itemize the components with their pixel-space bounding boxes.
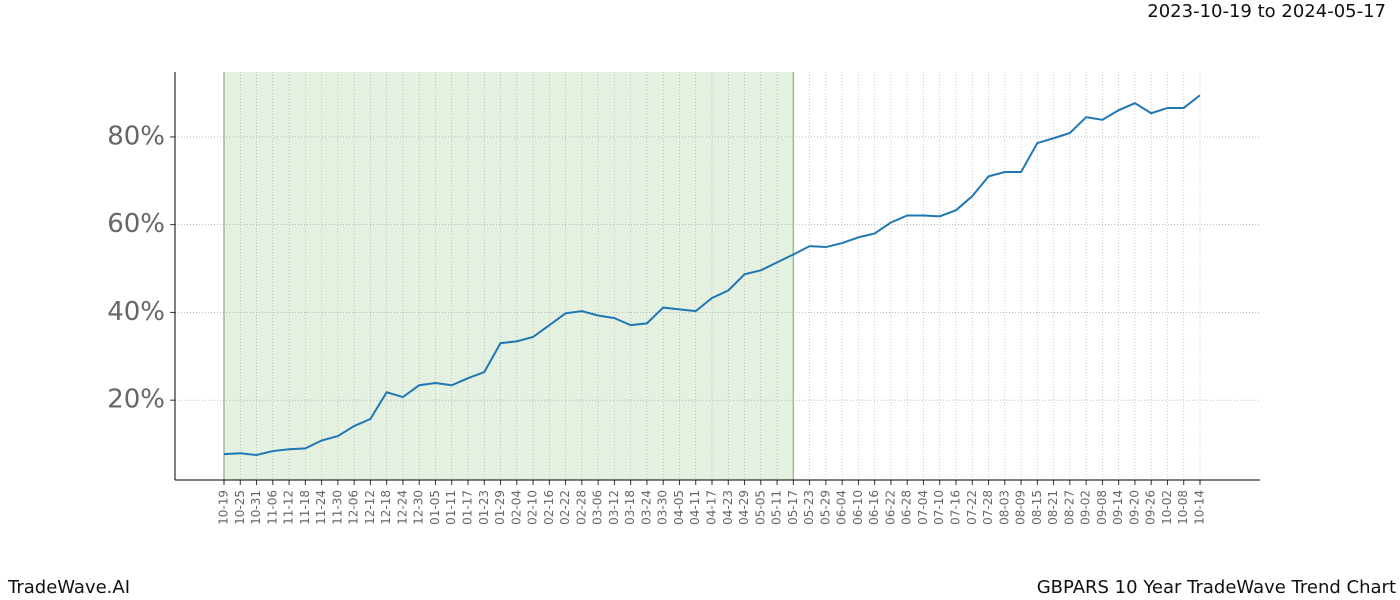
x-tick-label: 08-21	[1046, 490, 1060, 525]
x-tick-label: 06-22	[883, 490, 897, 525]
x-tick-label: 10-19	[217, 490, 231, 525]
x-tick-label: 03-06	[591, 490, 605, 525]
x-tick-label: 11-18	[298, 490, 312, 525]
x-tick-label: 03-12	[607, 490, 621, 525]
x-tick-label: 06-28	[900, 490, 914, 525]
x-tick-label: 02-04	[509, 490, 523, 525]
x-tick-label: 02-28	[574, 490, 588, 525]
line-series	[223, 94, 1201, 457]
x-tick-label: 02-10	[526, 490, 540, 525]
x-tick-label: 04-29	[737, 490, 751, 525]
x-tick-label: 07-28	[981, 490, 995, 525]
x-tick-label: 10-25	[233, 490, 247, 525]
x-tick-label: 10-02	[1160, 490, 1174, 525]
x-tick-label: 02-22	[558, 490, 572, 525]
x-tick-label: 07-16	[949, 490, 963, 525]
x-tick-label: 04-11	[688, 490, 702, 525]
x-tick-label: 05-05	[753, 490, 767, 525]
x-tick-label: 01-05	[428, 490, 442, 525]
x-tick-label: 08-09	[1014, 490, 1028, 525]
x-tick-label: 08-15	[1030, 490, 1044, 525]
x-tick-label: 06-04	[835, 490, 849, 525]
y-tick-label: 20%	[107, 385, 165, 415]
x-tick-label: 07-22	[965, 490, 979, 525]
footer-right: GBPARS 10 Year TradeWave Trend Chart	[1037, 577, 1396, 598]
x-tick-label: 01-17	[461, 490, 475, 525]
x-tick-label: 05-29	[818, 490, 832, 525]
x-tick-label: 07-04	[916, 490, 930, 525]
x-tick-label: 06-10	[851, 490, 865, 525]
x-tick-label: 06-16	[867, 490, 881, 525]
x-tick-label: 03-30	[656, 490, 670, 525]
x-tick-label: 11-30	[330, 490, 344, 525]
x-tick-label: 11-24	[314, 490, 328, 525]
x-tick-label: 12-12	[363, 490, 377, 525]
x-tick-label: 03-18	[623, 490, 637, 525]
x-tick-label: 08-27	[1062, 490, 1076, 525]
x-tick-label: 03-24	[639, 490, 653, 525]
x-tick-label: 10-08	[1176, 490, 1190, 525]
x-tick-label: 09-20	[1127, 490, 1141, 525]
x-tick-label: 12-24	[395, 490, 409, 525]
x-tick-label: 07-10	[932, 490, 946, 525]
x-tick-label: 09-02	[1079, 490, 1093, 525]
x-tick-label: 05-17	[786, 490, 800, 525]
x-tick-label: 09-14	[1111, 490, 1125, 525]
x-tick-label: 12-06	[347, 490, 361, 525]
x-tick-label: 02-16	[542, 490, 556, 525]
x-tick-label: 04-23	[721, 490, 735, 525]
y-tick-label: 40%	[107, 297, 165, 327]
shaded-range	[224, 72, 794, 480]
y-tick-label: 80%	[107, 121, 165, 151]
x-tick-label: 01-11	[444, 490, 458, 525]
x-tick-label: 11-12	[282, 490, 296, 525]
x-tick-label: 10-31	[249, 490, 263, 525]
x-tick-label: 05-23	[802, 490, 816, 525]
y-tick-label: 60%	[107, 209, 165, 239]
chart-title: 2023-10-19 to 2024-05-17	[1147, 1, 1386, 22]
x-tick-label: 09-08	[1095, 490, 1109, 525]
x-tick-label: 01-23	[477, 490, 491, 525]
x-tick-label: 01-29	[493, 490, 507, 525]
x-tick-label: 04-05	[672, 490, 686, 525]
x-tick-label: 11-06	[265, 490, 279, 525]
x-tick-label: 09-26	[1144, 490, 1158, 525]
x-tick-label: 08-03	[997, 490, 1011, 525]
x-tick-label: 12-18	[379, 490, 393, 525]
x-tick-label: 10-14	[1193, 490, 1207, 525]
footer-left: TradeWave.AI	[7, 577, 130, 598]
x-tick-label: 12-30	[412, 490, 426, 525]
x-tick-label: 05-11	[770, 490, 784, 525]
x-tick-label: 04-17	[705, 490, 719, 525]
